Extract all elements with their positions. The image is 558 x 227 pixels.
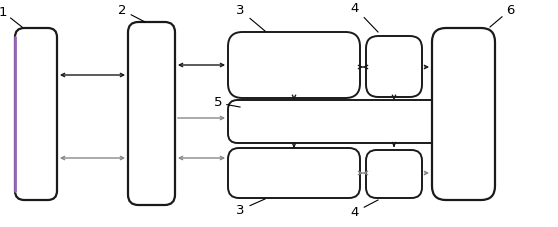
Text: 3: 3	[235, 3, 244, 17]
FancyBboxPatch shape	[366, 150, 422, 198]
Text: 4: 4	[351, 2, 359, 15]
FancyBboxPatch shape	[228, 100, 492, 143]
FancyBboxPatch shape	[128, 22, 175, 205]
Text: 3: 3	[235, 203, 244, 217]
Text: 4: 4	[351, 205, 359, 219]
Text: 1: 1	[0, 5, 7, 18]
Text: 5: 5	[214, 96, 222, 109]
FancyBboxPatch shape	[366, 36, 422, 97]
FancyBboxPatch shape	[15, 28, 57, 200]
FancyBboxPatch shape	[228, 32, 360, 98]
FancyBboxPatch shape	[432, 28, 495, 200]
Text: 6: 6	[506, 3, 514, 17]
Text: 2: 2	[118, 3, 126, 17]
FancyBboxPatch shape	[228, 148, 360, 198]
